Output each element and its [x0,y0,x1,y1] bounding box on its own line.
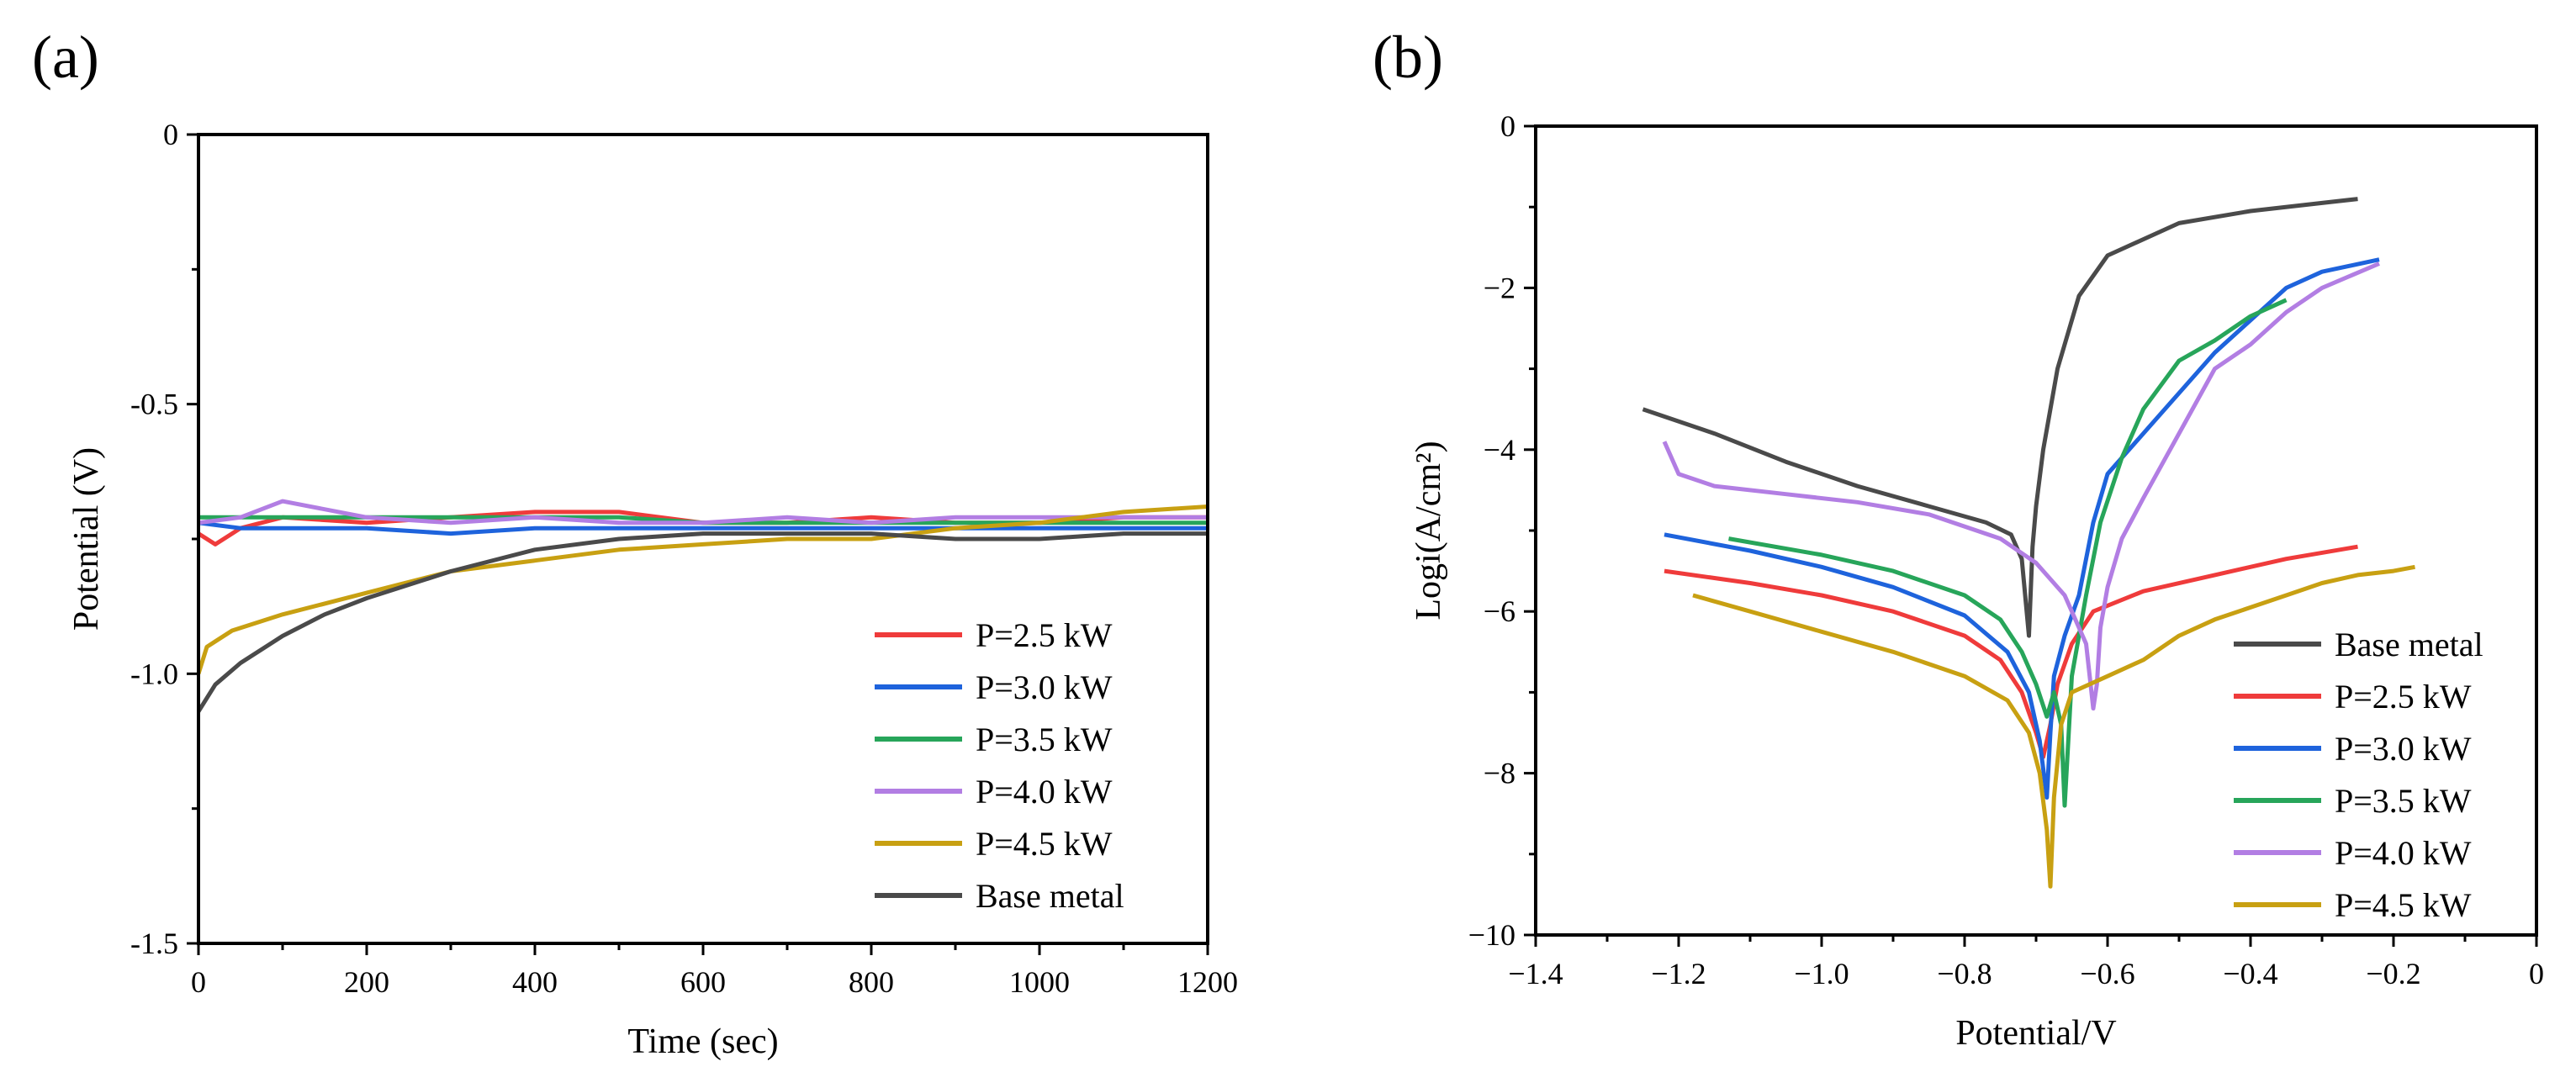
panel-a-x-axis: 0 200 400 600 800 1000 1200 [191,943,1238,999]
panel-b-y-tick-label-4: −8 [1484,757,1515,790]
panel-b-legend: Base metal P=2.5 kW P=3.0 kW P=3.5 kW P=4.0 … [2234,626,2483,924]
panel-b-series-line-3 [1728,298,2288,808]
panel-b-y-tick-label-2: −4 [1484,433,1515,467]
panel-a-series-line-4 [196,504,1209,675]
panel-b-x-tick-label-5: −0.4 [2223,957,2277,990]
panel-b-legend-label-3: P=3.5 kW [2335,782,2472,820]
panel-a-series-line-5 [196,531,1208,713]
panel-b-x-axis-title: Potential/V [1955,1014,2116,1053]
panel-b-series-line-1 [1664,544,2358,759]
panel-a-x-tick-label-0: 0 [191,965,206,999]
panel-a-series-line-1 [198,520,1208,536]
panel-a-x-tick-label-4: 800 [849,965,894,999]
panel-b-legend-label-4: P=4.0 kW [2335,834,2472,872]
panel-a-y-tick-label-0: 0 [163,118,178,151]
panel-b-x-axis: −1.4 −1.2 −1.0 −0.8 −0.6 −0.4 −0.2 0 [1508,935,2544,990]
panel-a-y-tick-label-3: -1.5 [130,927,178,960]
panel-b-y-axis: 0 −2 −4 −6 −8 −10 [1468,109,1536,952]
panel-a-x-tick-label-5: 1000 [1009,965,1070,999]
panel-b-y-tick-label-3: −6 [1484,594,1515,628]
panel-b-series-line-0 [1642,197,2358,638]
panel-b-x-tick-label-2: −1.0 [1794,957,1849,990]
panel-a-legend-label-0: P=2.5 kW [976,616,1113,654]
panel-a-series-line-3 [198,499,1208,526]
panel-b-legend-label-2: P=3.0 kW [2335,730,2472,768]
panel-a-series-lines [196,499,1209,713]
panel-a-legend-label-2: P=3.5 kW [976,721,1113,758]
panel-a-legend: P=2.5 kW P=3.0 kW P=3.5 kW P=4.0 kW P=4.5 kW… [875,616,1124,915]
panel-b-legend-label-0: Base metal [2335,626,2483,663]
panel-a-y-tick-label-1: -0.5 [130,388,178,421]
panel-a-legend-label-5: Base metal [976,877,1124,915]
panel-a-legend-label-3: P=4.0 kW [976,773,1113,811]
panel-b-legend-label-1: P=2.5 kW [2335,678,2472,716]
panel-a-x-tick-label-1: 200 [344,965,389,999]
panel-a-x-axis-title: Time (sec) [627,1022,778,1061]
panel-b-x-tick-label-3: −0.8 [1937,957,1992,990]
panel-b-x-tick-label-7: 0 [2529,957,2544,990]
panel-b-chart: (b) −1.4 −1.2 −1.0 −0.8 −0.6 −0.4 −0.2 0 0 −2 −4 −… [1373,24,2544,1053]
panel-a-y-axis: 0 -0.5 -1.0 -1.5 [130,118,198,960]
panel-b-y-tick-label-0: 0 [1500,109,1515,143]
panel-b-y-tick-label-1: −2 [1484,271,1515,304]
panel-label-b: (b) [1373,24,1443,91]
panel-b-y-tick-label-5: −10 [1468,918,1515,952]
panel-b-series-lines [1642,197,2415,889]
panel-a-x-tick-label-3: 600 [680,965,726,999]
panel-b-x-tick-label-4: −0.6 [2080,957,2134,990]
panel-b-series-line-4 [1662,261,2380,711]
panel-b-legend-label-5: P=4.5 kW [2335,886,2472,924]
panel-b-series-line-2 [1664,257,2380,800]
panel-b-y-axis-title: Logi(A/cm²) [1410,441,1448,620]
panel-a-y-axis-title: Potential (V) [67,447,106,631]
panel-a-y-tick-label-2: -1.0 [130,657,178,690]
panel-a-chart: (a) 0 200 400 600 800 1000 1200 0-0.5-1.0-1.5 … [32,24,1238,1061]
panel-b-x-tick-label-1: −1.2 [1651,957,1706,990]
panel-b-x-tick-label-6: −0.2 [2366,957,2420,990]
panel-a-x-tick-label-2: 400 [512,965,558,999]
panel-b-x-tick-label-0: −1.4 [1508,957,1563,990]
panel-a-x-tick-label-6: 1200 [1177,965,1238,999]
panel-label-a: (a) [32,24,99,91]
panel-a-legend-label-1: P=3.0 kW [976,668,1113,706]
panel-b-series-line-5 [1692,564,2415,889]
panel-a-legend-label-4: P=4.5 kW [976,825,1113,863]
